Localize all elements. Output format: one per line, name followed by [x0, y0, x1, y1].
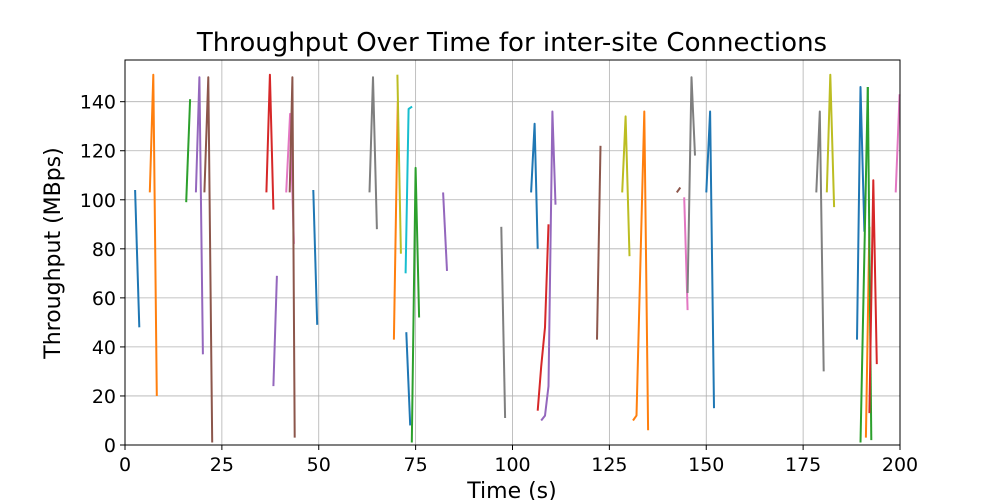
series-line-24 [632, 110, 650, 431]
series-line-22 [596, 145, 602, 340]
series-line-7 [272, 275, 278, 387]
series-line-16 [410, 166, 421, 443]
x-tick-label: 125 [591, 454, 627, 476]
series-line-6 [265, 73, 275, 210]
x-tick-label: 100 [494, 454, 530, 476]
series-line-28 [705, 110, 715, 409]
axes-layer: 0 25 50 75 100 125 150 175 200 0 20 40 60 80 100 120 140 [80, 59, 918, 476]
series-line-21 [540, 110, 557, 422]
chart-title: Throughput Over Time for inter-site Conn… [196, 28, 827, 58]
series-line-9 [288, 76, 296, 438]
series-line-36 [894, 94, 901, 193]
series-line-3 [185, 99, 192, 203]
series-line-19 [530, 122, 539, 249]
y-tick-label: 20 [92, 386, 116, 408]
y-tick-label: 140 [80, 92, 116, 114]
x-tick-label: 175 [785, 454, 821, 476]
y-tick-label: 100 [80, 190, 116, 212]
y-axis-title: Throughput (MBps) [41, 147, 66, 359]
series-line-13 [396, 74, 402, 254]
series-line-5 [203, 76, 214, 443]
series-line-23 [621, 115, 631, 257]
series-line-10 [312, 189, 319, 325]
series-line-32 [859, 86, 869, 443]
series-line-15 [405, 332, 412, 426]
series-line-27 [686, 76, 696, 294]
series-line-1 [134, 189, 141, 328]
x-tick-label: 0 [119, 454, 131, 476]
series-line-11 [368, 76, 378, 230]
grid-layer [124, 60, 901, 446]
x-tick-label: 75 [404, 454, 428, 476]
y-tick-label: 120 [80, 141, 116, 163]
series-line-14 [404, 105, 413, 274]
series-line-17 [442, 192, 448, 271]
x-axis-title: Time (s) [466, 479, 556, 500]
series-line-12 [392, 101, 399, 340]
y-tick-label: 60 [92, 288, 116, 310]
series-line-35 [868, 179, 878, 414]
series-line-26 [683, 197, 689, 311]
x-tick-label: 200 [882, 454, 918, 476]
series-line-31 [856, 86, 866, 340]
y-tick-label: 80 [92, 239, 116, 261]
x-tick-label: 25 [210, 454, 234, 476]
series-line-29 [815, 110, 825, 372]
x-tick-label: 50 [307, 454, 331, 476]
series-line-25 [675, 186, 682, 193]
series-layer [134, 73, 901, 443]
series-line-2 [148, 73, 158, 397]
x-tick-label: 150 [688, 454, 724, 476]
series-line-18 [500, 226, 507, 419]
series-line-20 [536, 224, 550, 411]
y-tick-label: 40 [92, 337, 116, 359]
series-line-4 [194, 76, 204, 355]
series-line-30 [825, 73, 836, 208]
y-tick-label: 0 [104, 435, 116, 457]
